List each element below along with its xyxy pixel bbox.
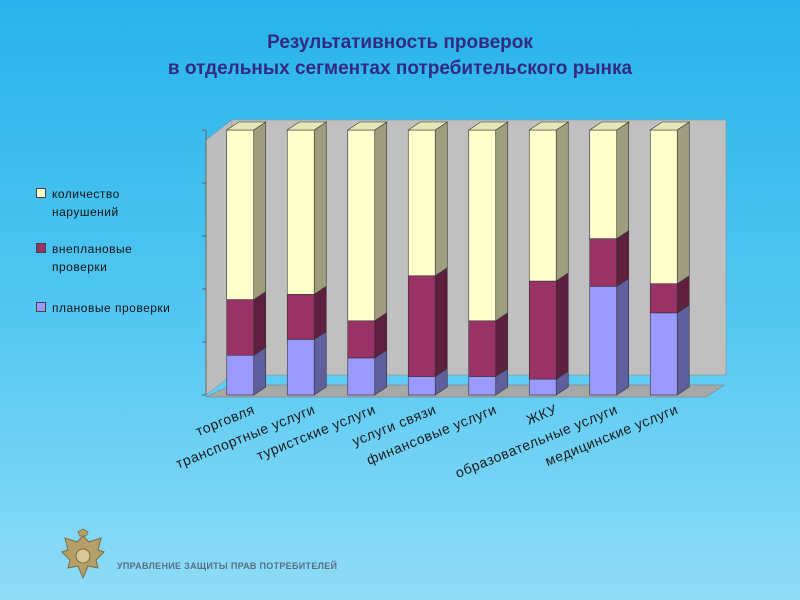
bar-segment [589,129,618,239]
bar-segment-side [555,121,569,282]
legend-label-unscheduled: внеплановые проверки [52,242,133,274]
bar-segment [347,129,376,322]
bar-top [407,121,449,131]
bar-top [225,121,267,131]
bar-segment-side [616,121,630,240]
bar-segment [226,354,255,396]
bar-segment [468,376,497,396]
bar-segment [589,286,618,396]
bar-segment-side [676,121,690,285]
legend-swatch-scheduled [36,302,46,312]
bar-segment [286,129,315,295]
legend-label-scheduled: плановые проверки [52,301,171,315]
bar-segment-side [253,121,267,301]
bar-segment-side [676,304,690,396]
legend-swatch-violations [36,188,46,198]
title-line-1: Результативность проверок [267,32,533,53]
bar-segment [468,129,497,322]
x-tick-label: ЖКУ [524,401,560,428]
bar-top [346,121,388,131]
bar-segment-side [374,121,388,322]
bar-segment-side [313,285,327,340]
bar-segment-side [253,346,267,396]
bar-segment-side [555,272,569,380]
bar-segment-side [616,230,630,287]
bar-segment [286,293,315,340]
bar-segment [528,280,557,380]
bar-segment-side [253,291,267,356]
slide-title: Результативность проверок в отдельных се… [0,30,800,82]
bar-segment-side [313,330,327,396]
bar-top [649,121,691,131]
legend-swatch-unscheduled [36,243,46,253]
footer-org-name: УПРАВЛЕНИЕ ЗАЩИТЫ ПРАВ ПОТРЕБИТЕЛЕЙ [117,561,338,571]
bar-segment [347,320,376,359]
bar-segment [528,129,557,282]
plot-floor [205,384,725,398]
eagle-emblem-icon [61,528,105,580]
bar-segment [407,275,436,377]
bar-segment [468,320,497,377]
bar-segment [649,312,678,396]
bar-segment [347,357,376,396]
bar-top [588,121,630,131]
bar-top [286,121,328,131]
bar-segment [407,376,436,396]
bar-segment [286,339,315,396]
bar-segment-side [495,121,509,322]
bar-segment-side [313,121,327,295]
bar-segment [226,129,255,300]
bar-top [528,121,570,131]
bar-segment [226,299,255,356]
bar-segment [649,129,678,284]
bar-segment-side [434,267,448,378]
title-line-2: в отдельных сегментах потребительского р… [167,58,633,79]
bar-segment-side [434,121,448,277]
bar-segment-side [495,312,509,378]
legend-label-violations: количество нарушений [52,187,120,219]
bar-segment [407,129,436,277]
bar-segment [589,238,618,287]
bar-segment [649,283,678,314]
bar-segment-side [616,277,630,396]
bar-segment [528,378,557,396]
bar-top [467,121,509,131]
